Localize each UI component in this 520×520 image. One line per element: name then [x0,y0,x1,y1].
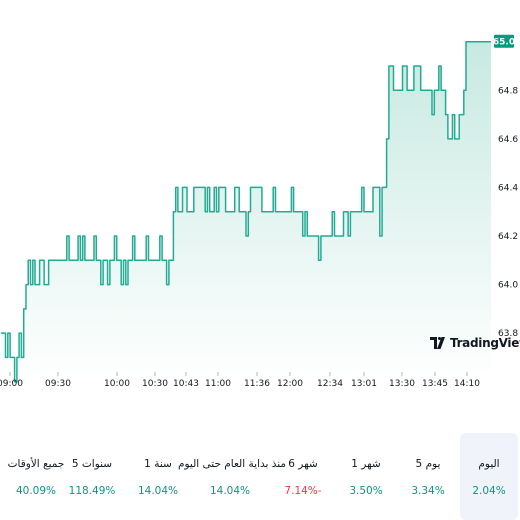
period-label: جميع الأوقات [7,458,65,470]
y-tick-label: 64.2 [498,232,518,242]
period-5[interactable]: 1 شهر 3.50% [341,433,391,520]
period-4[interactable]: 6 شهر 7.14%- [278,433,328,520]
x-axis: 09:00 09:30 10:00 10:30 10:43 11:00 11:36 12:00… [0,372,480,389]
period-3[interactable]: منذ بداية العام حتى اليوم 14.04% [178,433,287,520]
x-tick-label: 11:36 [244,379,270,389]
period-label: 1 سنة [144,458,172,470]
x-tick-label: 12:34 [317,379,343,389]
period-0[interactable]: جميع الأوقات 40.09% [3,433,69,520]
period-label: منذ بداية العام حتى اليوم [178,458,287,470]
tradingview-wordmark: TradingView [450,336,520,350]
price-chart[interactable]: 63.8 64.0 64.2 64.4 64.6 64.8 09:00 09:30 10:00… [0,0,520,400]
price-line [1,40,491,383]
x-tick-label: 13:01 [351,379,377,389]
x-tick-label: 11:00 [205,379,231,389]
period-label: 1 شهر [351,458,381,470]
performance-periods: جميع الأوقات 40.09% 5 سنوات 118.49% 1 سنة 14.… [0,433,520,520]
period-label: 5 سنوات [71,458,113,470]
period-2[interactable]: 1 سنة 14.04% [131,433,185,520]
y-tick-label: 63.8 [498,329,518,339]
last-price-label: 65.0 [493,38,515,48]
period-change: 118.49% [68,485,116,497]
x-tick-label: 10:30 [142,379,168,389]
period-change: 40.09% [15,485,57,497]
period-change: 7.14%- [284,485,322,497]
tradingview-brand[interactable]: TradingView [430,333,520,353]
period-1[interactable]: 5 سنوات 118.49% [64,433,120,520]
period-change: 14.04% [209,485,251,497]
x-tick-label: 13:30 [389,379,415,389]
y-tick-label: 64.0 [498,281,518,291]
x-tick-label: 09:30 [45,379,71,389]
x-tick-label: 10:43 [173,379,199,389]
tradingview-logo-icon [430,334,446,353]
last-price-tag: 65.0 [493,34,515,48]
period-7[interactable]: اليوم 2.04% [460,433,518,520]
period-label: 6 شهر [288,458,318,470]
y-tick-label: 64.6 [498,135,518,145]
period-6[interactable]: 5 يوم 3.34% [405,433,451,520]
x-tick-label: 14:10 [454,379,480,389]
x-tick-label: 12:00 [277,379,303,389]
y-tick-label: 64.4 [498,183,518,193]
period-label: اليوم [478,458,500,470]
x-tick-label: 13:45 [422,379,448,389]
x-tick-label: 09:00 [0,379,23,389]
period-change: 2.04% [472,485,506,497]
period-change: 3.50% [349,485,383,497]
period-change: 3.34% [411,485,445,497]
period-change: 14.04% [137,485,179,497]
y-axis: 63.8 64.0 64.2 64.4 64.6 64.8 [498,86,518,339]
y-tick-label: 64.8 [498,86,518,96]
x-tick-label: 10:00 [104,379,130,389]
period-label: 5 يوم [415,458,441,470]
